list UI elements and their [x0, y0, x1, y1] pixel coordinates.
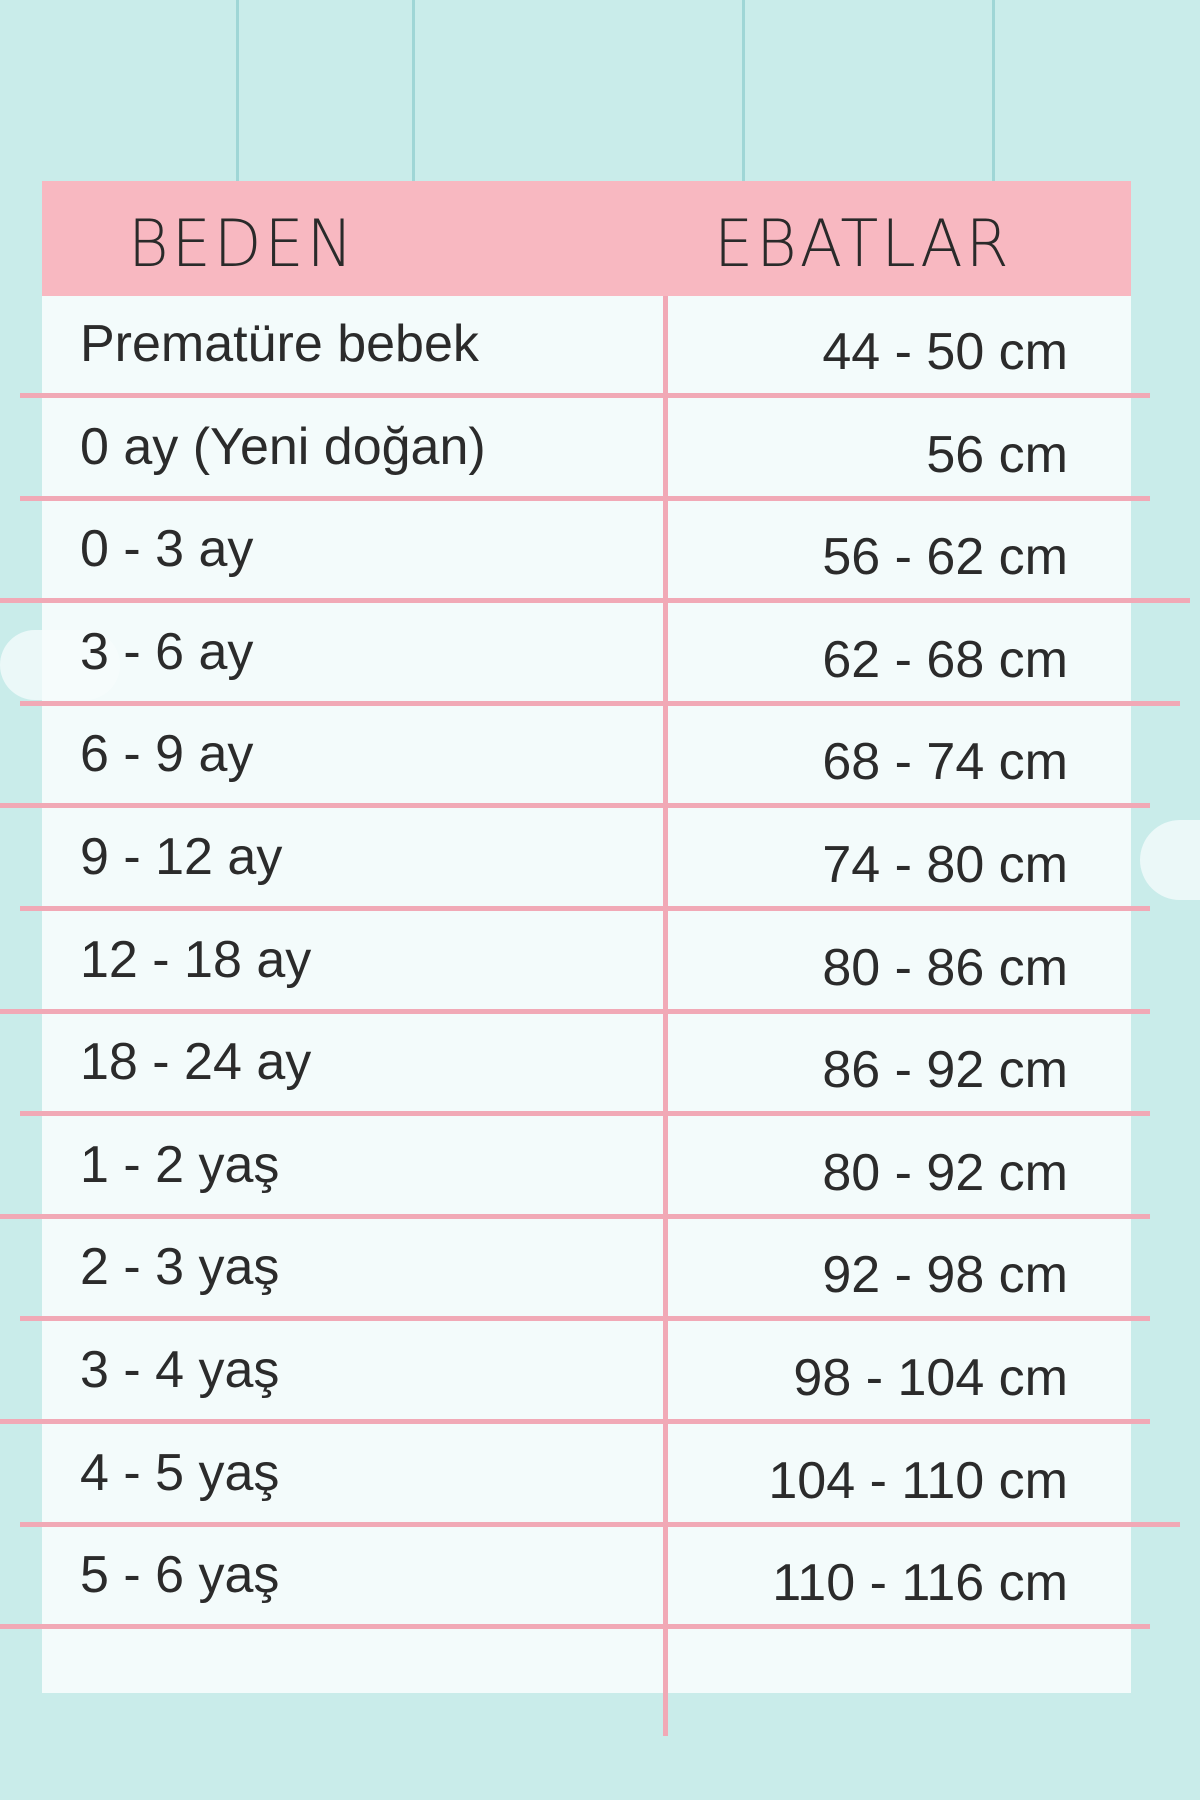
row-line — [0, 1419, 1150, 1424]
row-line — [0, 803, 1150, 809]
decor-string — [742, 0, 745, 185]
header-measure: EBATLAR — [714, 205, 1012, 282]
measure-cell: 86 - 92 cm — [822, 1041, 1068, 1100]
size-cell: 2 - 3 yaş — [80, 1238, 280, 1297]
measure-cell: 80 - 92 cm — [822, 1143, 1068, 1202]
row-line — [20, 495, 1150, 501]
row-line — [20, 393, 1150, 398]
measure-cell: 68 - 74 cm — [822, 733, 1068, 792]
size-cell: 6 - 9 ay — [80, 725, 254, 784]
table-row: 0 - 3 ay 56 - 62 cm — [0, 501, 1200, 604]
measure-cell: 110 - 116 cm — [772, 1554, 1068, 1613]
size-cell: 3 - 4 yaş — [80, 1341, 280, 1399]
decor-string — [412, 0, 415, 185]
row-line — [20, 1316, 1150, 1322]
size-cell: 0 - 3 ay — [80, 520, 254, 579]
table-row: 0 ay (Yeni doğan) 56 cm — [0, 399, 1200, 501]
table-row: 5 - 6 yaş 110 - 116 cm — [0, 1527, 1200, 1630]
size-cell: 18 - 24 ay — [80, 1033, 312, 1092]
size-cell: 1 - 2 yaş — [80, 1135, 280, 1194]
size-cell: Prematüre bebek — [80, 315, 479, 373]
measure-cell: 56 cm — [926, 425, 1068, 484]
table-header: BEDEN EBATLAR — [42, 181, 1131, 296]
table-row: 12 - 18 ay 80 - 86 cm — [0, 912, 1200, 1014]
size-cell: 5 - 6 yaş — [80, 1546, 280, 1605]
row-line — [0, 1213, 1150, 1219]
table-row: 1 - 2 yaş 80 - 92 cm — [0, 1117, 1200, 1219]
column-divider — [663, 296, 668, 1736]
table-row: 4 - 5 yaş 104 - 110 cm — [0, 1425, 1200, 1527]
header-size: BEDEN — [128, 205, 357, 282]
size-cell: 3 - 6 ay — [80, 622, 254, 681]
table-row: Prematüre bebek 44 - 50 cm — [0, 296, 1200, 398]
size-chart-card — [42, 181, 1131, 1693]
decor-cloud — [1140, 820, 1200, 900]
table-row: 3 - 6 ay 62 - 68 cm — [0, 604, 1200, 706]
measure-cell: 92 - 98 cm — [822, 1246, 1068, 1305]
measure-cell: 56 - 62 cm — [822, 528, 1068, 587]
measure-cell: 62 - 68 cm — [822, 630, 1068, 689]
row-line — [20, 1521, 1180, 1527]
decor-string — [992, 0, 995, 185]
measure-cell: 74 - 80 cm — [822, 836, 1068, 894]
measure-cell: 80 - 86 cm — [822, 938, 1068, 997]
measure-cell: 44 - 50 cm — [822, 323, 1068, 381]
row-line — [20, 1111, 1150, 1117]
row-line — [20, 906, 1150, 911]
size-cell: 0 ay (Yeni doğan) — [80, 417, 486, 476]
measure-cell: 98 - 104 cm — [793, 1349, 1068, 1407]
table-row: 9 - 12 ay 74 - 80 cm — [0, 809, 1200, 911]
table-row: 6 - 9 ay 68 - 74 cm — [0, 706, 1200, 809]
measure-cell: 104 - 110 cm — [768, 1451, 1068, 1510]
row-line — [0, 598, 1190, 604]
size-cell: 4 - 5 yaş — [80, 1443, 280, 1502]
table-row: 18 - 24 ay 86 - 92 cm — [0, 1014, 1200, 1117]
table-row: 3 - 4 yaş 98 - 104 cm — [0, 1322, 1200, 1424]
row-line — [0, 1624, 1150, 1630]
decor-string — [236, 0, 239, 185]
table-row: 2 - 3 yaş 92 - 98 cm — [0, 1219, 1200, 1322]
row-line — [20, 700, 1180, 706]
size-cell: 9 - 12 ay — [80, 828, 283, 886]
row-line — [0, 1008, 1150, 1014]
size-cell: 12 - 18 ay — [80, 930, 312, 989]
